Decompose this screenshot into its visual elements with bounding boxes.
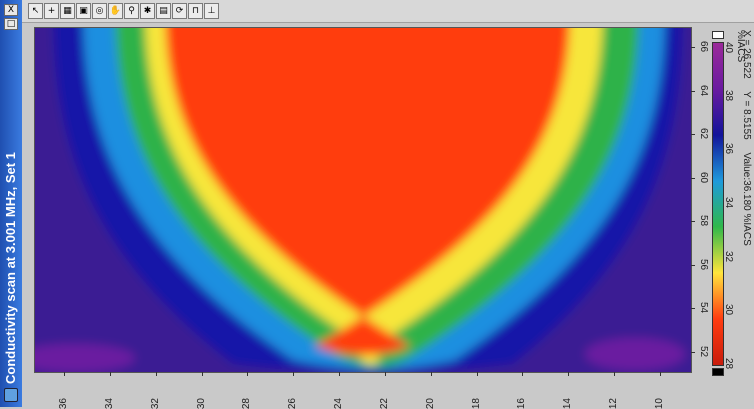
y-axis: 52 54 56 58 60 62 64 66 (691, 27, 711, 371)
window-icon: ▤ (159, 6, 168, 16)
x-tick-mark (522, 372, 524, 376)
x-tick-mark (568, 372, 570, 376)
y-tick-mark (691, 352, 695, 353)
color-scale-tick-label: 38 (723, 89, 734, 101)
colorbar-overflow-marker (712, 31, 724, 39)
x-tick-mark (339, 372, 341, 376)
x-tick-mark (430, 372, 432, 376)
grid-tool-button[interactable]: ▦ (60, 3, 75, 19)
y-tick-mark (691, 47, 695, 48)
y-tick-label: 58 (698, 215, 709, 227)
target-icon: ◎ (95, 6, 104, 16)
color-scale-tick-label: 34 (723, 197, 734, 209)
x-tick-mark (155, 372, 157, 376)
restore-button[interactable]: □ (4, 18, 18, 30)
color-scale-tick-label: 40 (723, 42, 734, 54)
magnifier-tool-button[interactable]: ⚲ (124, 3, 139, 19)
x-tick-label: 26 (287, 398, 299, 409)
readout-value: Value:36.180 %IACS (741, 152, 752, 246)
close-button[interactable]: X (4, 4, 18, 16)
x-tick-label: 10 (654, 398, 665, 409)
app-icon (4, 388, 18, 402)
bookmark-icon: ⊓ (191, 6, 200, 16)
x-tick-label: 36 (58, 398, 69, 409)
y-tick-label: 62 (698, 128, 709, 140)
y-tick-mark (691, 221, 695, 223)
heatmap-plot[interactable] (34, 27, 692, 373)
rotate-tool-button[interactable]: ⟳ (172, 3, 187, 19)
toolbar: ↖ + ▦ ▣ ◎ ✋ ⚲ ✱ ▤ ⟳ ⊓ ⊥ (22, 0, 754, 23)
asterisk-tool-button[interactable]: ✱ (140, 3, 155, 19)
window-tool-button[interactable]: ▤ (156, 3, 171, 19)
magnifier-icon: ⚲ (128, 6, 135, 16)
color-scale-tick-label: 30 (723, 304, 734, 316)
grid-icon: ▦ (63, 6, 72, 16)
y-tick-mark (691, 177, 695, 179)
x-tick-mark (201, 372, 203, 376)
pointer-tool-button[interactable]: ↖ (28, 3, 43, 19)
x-tick-mark (247, 372, 249, 376)
y-tick-mark (691, 308, 695, 310)
y-tick-mark (691, 90, 695, 92)
x-tick-label: 30 (195, 398, 207, 409)
x-tick-label: 12 (608, 398, 620, 409)
x-tick-label: 20 (424, 398, 436, 409)
y-tick-label: 54 (698, 302, 709, 314)
x-tick-mark (660, 372, 661, 376)
rotate-icon: ⟳ (175, 6, 184, 16)
hand-tool-button[interactable]: ✋ (108, 3, 123, 19)
x-tick-label: 14 (562, 398, 574, 409)
readout-x: X = 26.522 (741, 30, 752, 79)
y-tick-mark (691, 134, 695, 136)
y-tick-mark (691, 264, 695, 266)
y-tick-label: 64 (698, 84, 709, 96)
pointer-icon: ↖ (31, 6, 40, 16)
y-tick-label: 60 (698, 171, 709, 183)
color-scale-tick-label: 28 (723, 358, 734, 370)
image-icon: ▣ (79, 6, 88, 16)
crosshair-tool-button[interactable]: + (44, 3, 59, 19)
colorbar-underflow-marker (712, 368, 724, 376)
x-tick-label: 34 (103, 398, 115, 409)
x-tick-label: 22 (378, 398, 390, 409)
tree-tool-button[interactable]: ⊥ (204, 3, 219, 19)
x-tick-mark (384, 372, 386, 376)
readout-y: Y = 8.5155 (741, 91, 752, 140)
contour-band-29 (165, 28, 570, 355)
asterisk-icon: ✱ (143, 6, 152, 16)
x-tick-mark (64, 372, 65, 376)
x-tick-mark (109, 372, 111, 376)
high-value-patch (585, 338, 685, 370)
image-tool-button[interactable]: ▣ (76, 3, 91, 19)
high-value-patch (35, 344, 135, 372)
x-axis: 36 34 32 30 28 26 24 22 20 18 16 14 12 10 (34, 372, 690, 409)
tree-icon: ⊥ (207, 6, 216, 16)
cursor-readout: X = 26.522 Y = 8.5155 Value:36.180 %IACS (741, 30, 752, 256)
crosshair-icon: + (47, 6, 56, 16)
x-tick-mark (293, 372, 295, 376)
color-scale-tick-label: 36 (723, 143, 734, 155)
y-tick-label: 66 (698, 41, 709, 53)
color-scale-labels: 28 30 32 34 36 38 40 %IACS (723, 30, 746, 369)
x-tick-label: 28 (241, 398, 253, 409)
hand-icon: ✋ (109, 6, 122, 16)
x-tick-mark (476, 372, 478, 376)
x-tick-label: 18 (470, 398, 482, 409)
color-scale-tick-label: 32 (723, 250, 734, 262)
y-tick-label: 56 (698, 258, 709, 270)
x-tick-label: 16 (516, 398, 528, 409)
color-scale-bar (712, 42, 724, 366)
x-tick-mark (614, 372, 616, 376)
target-tool-button[interactable]: ◎ (92, 3, 107, 19)
x-tick-label: 32 (149, 398, 161, 409)
bookmark-tool-button[interactable]: ⊓ (188, 3, 203, 19)
y-tick-label: 52 (698, 346, 709, 358)
window-title: Conductivity scan at 3.001 MHz, Set 1 (3, 152, 18, 384)
title-bar[interactable]: X □ Conductivity scan at 3.001 MHz, Set … (0, 0, 22, 407)
heatmap-svg[interactable] (35, 28, 691, 372)
x-tick-label: 24 (333, 398, 345, 409)
